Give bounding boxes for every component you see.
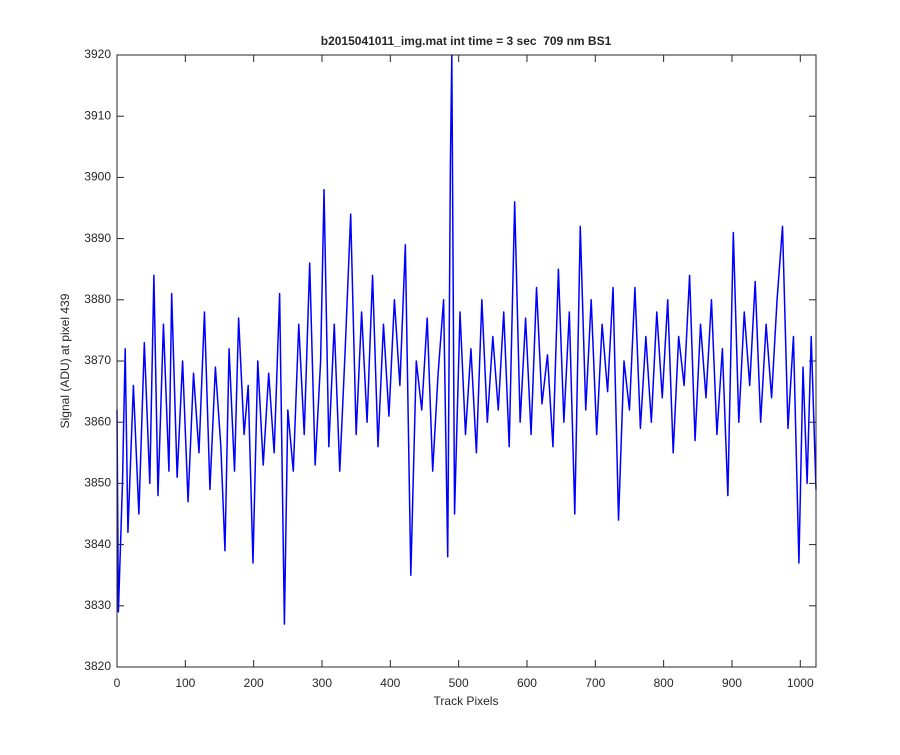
- y-tick-label: 3820: [84, 659, 111, 673]
- x-tick-label: 700: [585, 676, 605, 690]
- x-tick-label: 900: [722, 676, 742, 690]
- x-tick-label: 600: [517, 676, 537, 690]
- y-tick-label: 3880: [84, 292, 111, 306]
- x-tick-label: 200: [244, 676, 264, 690]
- y-tick-label: 3890: [84, 231, 111, 245]
- y-tick-label: 3830: [84, 598, 111, 612]
- chart-title: b2015041011_img.mat int time = 3 sec 709…: [321, 34, 612, 48]
- x-tick-label: 0: [114, 676, 121, 690]
- x-tick-label: 800: [654, 676, 674, 690]
- y-axis-label: Signal (ADU) at pixel 439: [58, 293, 72, 428]
- x-tick-label: 1000: [787, 676, 814, 690]
- y-tick-label: 3900: [84, 170, 111, 184]
- y-tick-label: 3870: [84, 353, 111, 367]
- x-tick-label: 100: [175, 676, 195, 690]
- plot-frame: [116, 54, 817, 668]
- x-tick-label: 400: [380, 676, 400, 690]
- y-tick-label: 3850: [84, 476, 111, 490]
- x-axis-label: Track Pixels: [434, 694, 499, 708]
- y-tick-label: 3910: [84, 108, 111, 122]
- y-tick-label: 3860: [84, 414, 111, 428]
- y-tick-label: 3920: [84, 47, 111, 61]
- y-tick-label: 3840: [84, 537, 111, 551]
- x-tick-label: 300: [312, 676, 332, 690]
- x-tick-label: 500: [449, 676, 469, 690]
